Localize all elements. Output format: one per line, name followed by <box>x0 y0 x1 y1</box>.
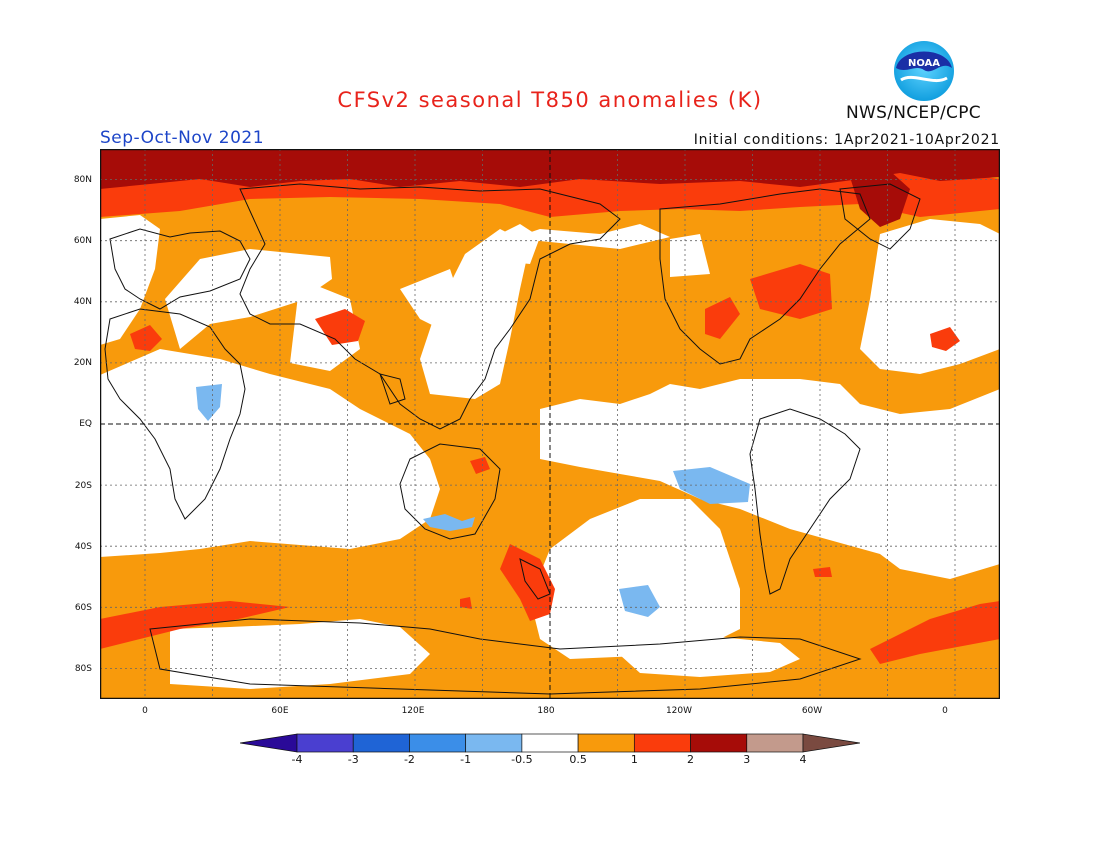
colorbar-segment <box>409 733 467 753</box>
lon-label: 60W <box>801 706 823 716</box>
near-normal-regions <box>100 215 1000 689</box>
lat-label: 60S <box>74 603 92 613</box>
colorbar-tick-label: 1 <box>630 753 638 766</box>
colorbar-segment <box>352 733 410 753</box>
colorbar-tick-label: -2 <box>403 753 415 766</box>
colorbar-tick-label: 3 <box>743 753 751 766</box>
chart-title: CFSv2 seasonal T850 anomalies (K) <box>337 88 763 112</box>
lon-label: 180 <box>537 706 555 716</box>
lat-label: EQ <box>79 419 92 429</box>
lon-label: 120W <box>665 706 693 716</box>
colorbar <box>240 733 860 753</box>
colorbar-tick-label: -4 <box>291 753 303 766</box>
colorbar-tick-label: 0.5 <box>569 753 587 766</box>
anomaly-map <box>100 149 1000 699</box>
lon-label: 120E <box>401 706 425 716</box>
lat-label: 80S <box>74 664 92 674</box>
colorbar-tick-label: 2 <box>687 753 695 766</box>
lon-label: 60E <box>271 706 289 716</box>
initial-conditions-label: Initial conditions: 1Apr2021-10Apr2021 <box>693 132 1000 148</box>
lat-label: 20N <box>73 358 92 368</box>
colorbar-segment <box>296 733 354 753</box>
colorbar-segment <box>577 733 635 753</box>
colorbar-segment <box>521 733 579 753</box>
colorbar-tick-label: -1 <box>460 753 472 766</box>
agency-label: NWS/NCEP/CPC <box>846 103 981 123</box>
colorbar-tick-label: -0.5 <box>511 753 533 766</box>
colorbar-tick-label: 4 <box>799 753 807 766</box>
lat-label: 60N <box>73 236 92 246</box>
lon-label: 0 <box>942 706 948 716</box>
colorbar-segment <box>746 733 804 753</box>
lat-label: 40S <box>74 542 92 552</box>
colorbar-segment <box>240 733 298 753</box>
noaa-logo-text: NOAA <box>908 58 940 69</box>
colorbar-segment <box>690 733 748 753</box>
noaa-logo-icon: NOAA <box>894 41 954 101</box>
lon-label: 0 <box>142 706 148 716</box>
map-frame <box>100 149 1000 699</box>
lat-label: 40N <box>73 297 92 307</box>
colorbar-segment <box>802 733 860 753</box>
lat-label: 20S <box>74 481 92 491</box>
colorbar-segment <box>465 733 523 753</box>
lat-label: 80N <box>73 175 92 185</box>
season-label: Sep-Oct-Nov 2021 <box>100 128 265 148</box>
colorbar-segment <box>633 733 691 753</box>
colorbar-tick-label: -3 <box>347 753 359 766</box>
